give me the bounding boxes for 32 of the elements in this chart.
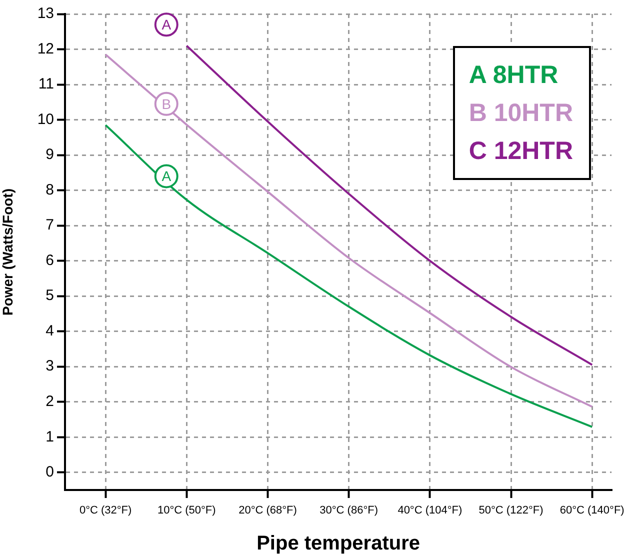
x-tick-label: 30°C (86°F) (320, 504, 378, 517)
x-tick-label: 20°C (68°F) (238, 504, 297, 517)
y-tick-label: 3 (46, 358, 54, 375)
x-tick-label: 10°C (50°F) (157, 504, 216, 517)
text: B 10HTR (468, 98, 573, 129)
text: A 8HTR (468, 60, 560, 91)
y-tick-label: 9 (46, 146, 54, 164)
y-tick-label: 12 (37, 40, 54, 58)
y-tick-label: 5 (46, 287, 54, 304)
y-tick-label: 1 (46, 428, 54, 446)
y-tick-label: 8 (46, 181, 54, 198)
text: C 12HTR (468, 136, 573, 167)
y-tick-label: 11 (38, 76, 54, 93)
x-tick-label: 0°C (32°F) (79, 504, 132, 517)
y-tick-label: 13 (37, 5, 54, 22)
y-tick-label: 6 (46, 252, 54, 269)
annotation: B (162, 96, 172, 112)
annotation: A (162, 168, 172, 184)
x-tick-label: 60°C (140°F) (560, 504, 624, 517)
annotation: A (162, 16, 172, 32)
y-axis-title: Power (Watts/Foot) (0, 188, 16, 316)
x-tick-label: 50°C (122°F) (478, 504, 544, 517)
line-series (104, 124, 594, 428)
y-tick-label: 4 (46, 322, 54, 340)
y-tick-label: 7 (46, 216, 54, 234)
y-tick-label: 0 (46, 464, 54, 481)
y-tick-label: 2 (46, 392, 54, 410)
line-series (104, 54, 594, 408)
y-tick-label: 10 (37, 110, 54, 128)
x-tick-label: 40°C (104°F) (398, 504, 462, 517)
line-series (186, 44, 594, 366)
x-axis-title: Pipe temperature (256, 532, 420, 555)
